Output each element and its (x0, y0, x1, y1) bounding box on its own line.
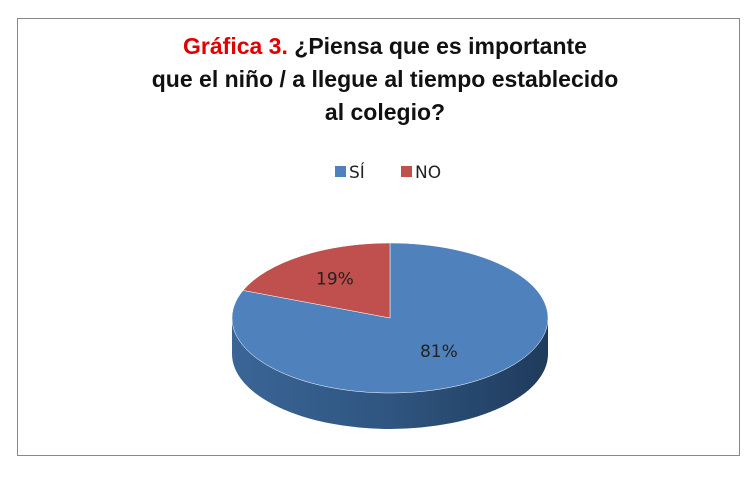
title-line: al colegio? (325, 99, 445, 125)
title-line: que el niño / a llegue al tiempo estable… (152, 66, 619, 92)
data-label: 19% (316, 270, 354, 290)
chart-title: Gráfica 3. ¿Piensa que es importante que … (152, 33, 619, 125)
pie-slice (242, 242, 391, 319)
legend-label: NO (415, 163, 441, 183)
legend-label: SÍ (349, 161, 365, 183)
legend-swatch (401, 166, 412, 177)
title-line: ¿Piensa que es importante (288, 33, 587, 59)
pie-tops (231, 242, 549, 394)
legend-swatch (335, 166, 346, 177)
pie-side (232, 318, 548, 429)
title-text: ¿Piensa que es importante que el niño / a… (152, 33, 619, 125)
data-label: 81% (420, 342, 458, 362)
pie-sides (232, 318, 548, 429)
title-prefix: Gráfica 3. (183, 33, 288, 59)
